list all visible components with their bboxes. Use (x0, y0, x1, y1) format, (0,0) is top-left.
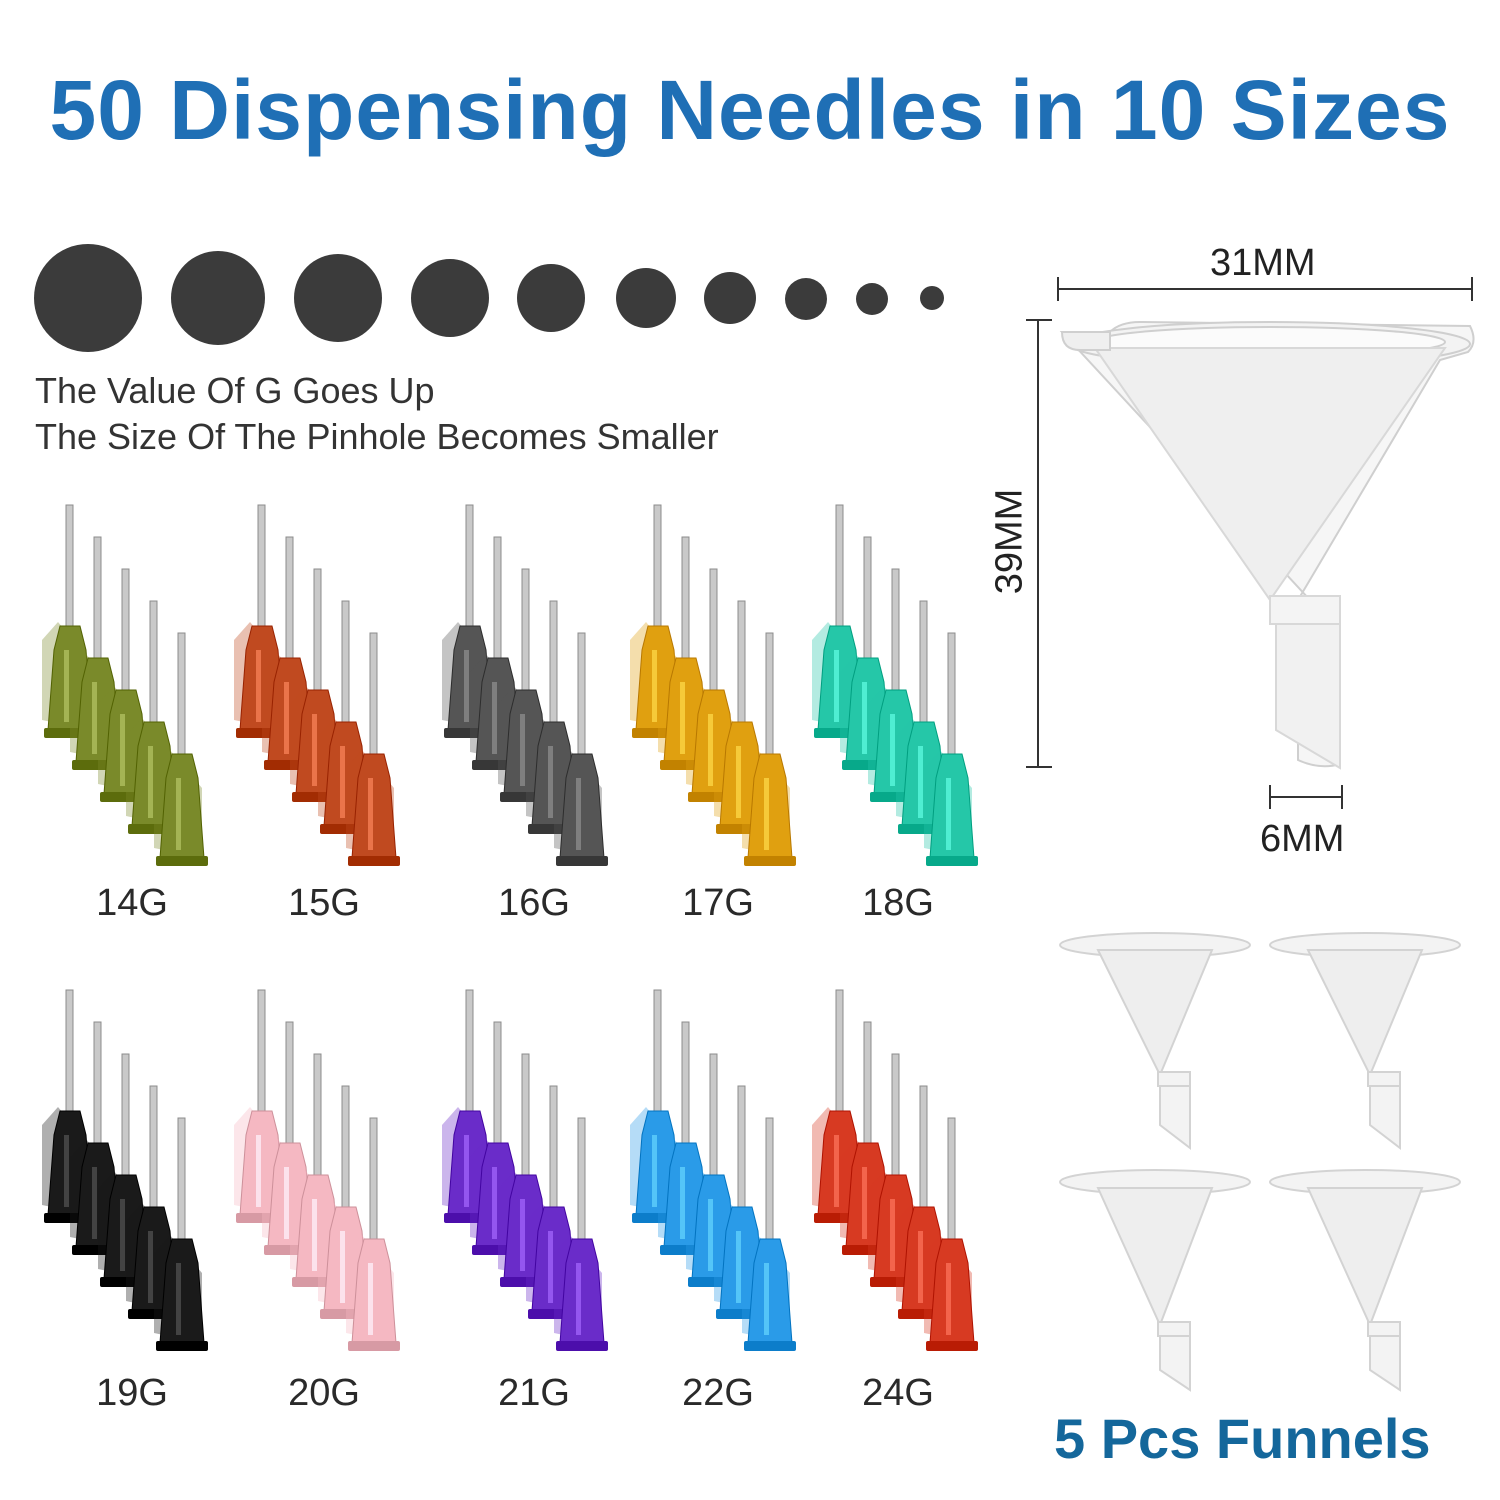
needle-cluster (812, 989, 978, 1351)
pinhole-dot (616, 268, 676, 328)
gauge-label-14g: 14G (96, 882, 168, 924)
needle (442, 989, 496, 1223)
pinhole-dot (856, 283, 888, 315)
gauge-label-20g: 20G (288, 1372, 360, 1414)
needle-group-17g (618, 500, 798, 895)
small-funnel (1059, 1169, 1251, 1392)
gauge-label-17g: 17G (682, 882, 754, 924)
needle (346, 1117, 400, 1351)
needle (126, 1085, 180, 1319)
needle-cluster (812, 504, 978, 866)
pinhole-dot (517, 264, 585, 332)
needle-group-14g (30, 500, 210, 895)
needle-cluster (234, 504, 400, 866)
needle-group-20g (222, 985, 402, 1380)
needle-group-24g (800, 985, 980, 1380)
needle (924, 632, 978, 866)
needle (526, 1085, 580, 1319)
needle-cluster (630, 989, 796, 1351)
needle (742, 1117, 796, 1351)
needle (154, 632, 208, 866)
needle (154, 1117, 208, 1351)
needle-group-16g (430, 500, 610, 895)
gauge-label-22g: 22G (682, 1372, 754, 1414)
width-dimension-line (1057, 277, 1473, 301)
needle-group-18g (800, 500, 980, 895)
tip-dimension-line (1269, 785, 1343, 809)
small-funnels-bottom (1059, 1169, 1461, 1392)
tip-dimension-label: 6MM (1260, 818, 1345, 860)
small-funnel (1269, 932, 1461, 1151)
height-dimension-label: 39MM (988, 488, 1031, 595)
pinhole-dot (785, 278, 827, 320)
gauge-label-24g: 24G (862, 1372, 934, 1414)
page-title: 50 Dispensing Needles in 10 Sizes (49, 63, 1451, 157)
small-funnel (1059, 932, 1251, 1151)
needle (346, 632, 400, 866)
needle (554, 1117, 608, 1351)
funnels-label: 5 Pcs Funnels (1054, 1407, 1431, 1470)
needle-cluster (234, 989, 400, 1351)
needle (742, 632, 796, 866)
note-line-1: The Value Of G Goes Up (35, 370, 435, 411)
small-funnel (1269, 1169, 1461, 1392)
needle-cluster (442, 989, 608, 1351)
needle-cluster (630, 504, 796, 866)
width-dimension-label: 31MM (1210, 242, 1316, 284)
pinhole-dot (171, 251, 265, 345)
height-dimension-line (1026, 319, 1052, 768)
needle (318, 600, 372, 834)
needle (924, 1117, 978, 1351)
needle-group-22g (618, 985, 798, 1380)
gauge-label-19g: 19G (96, 1372, 168, 1414)
pinhole-dot (411, 259, 489, 337)
note-line-2: The Size Of The Pinhole Becomes Smaller (35, 416, 719, 457)
pinhole-dot (294, 254, 382, 342)
large-funnel (1059, 320, 1475, 770)
needle-cluster (42, 504, 208, 866)
funnel-dimension-diagram (1026, 277, 1475, 1151)
needle-cluster (42, 989, 208, 1351)
pinhole-dot (704, 272, 756, 324)
gauge-label-21g: 21G (498, 1372, 570, 1414)
gauge-label-16g: 16G (498, 882, 570, 924)
pinhole-dot (920, 286, 944, 310)
gauge-label-18g: 18G (862, 882, 934, 924)
needle (554, 632, 608, 866)
needle (234, 989, 288, 1223)
needle (262, 1021, 316, 1255)
needle (658, 536, 712, 770)
needle (812, 504, 866, 738)
needle-cluster (442, 504, 608, 866)
needle-group-19g (30, 985, 210, 1380)
needle-group-15g (222, 500, 402, 895)
needle-group-21g (430, 985, 610, 1380)
gauge-label-15g: 15G (288, 882, 360, 924)
pinhole-dot (34, 244, 142, 352)
